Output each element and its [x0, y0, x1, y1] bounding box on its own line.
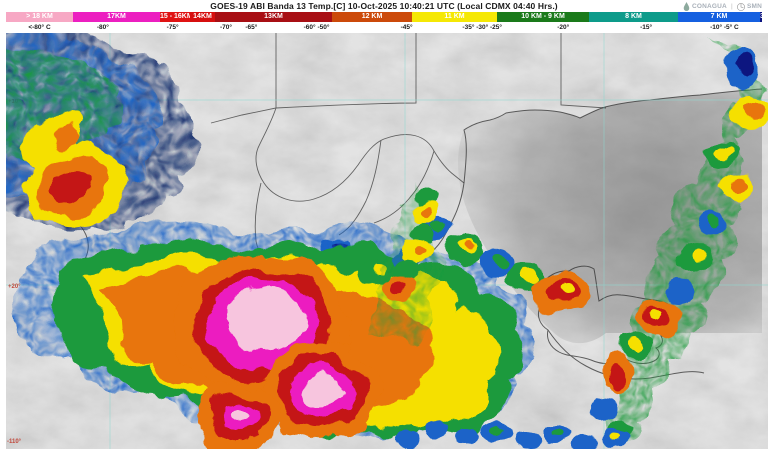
- svg-text:-110°: -110°: [7, 439, 22, 445]
